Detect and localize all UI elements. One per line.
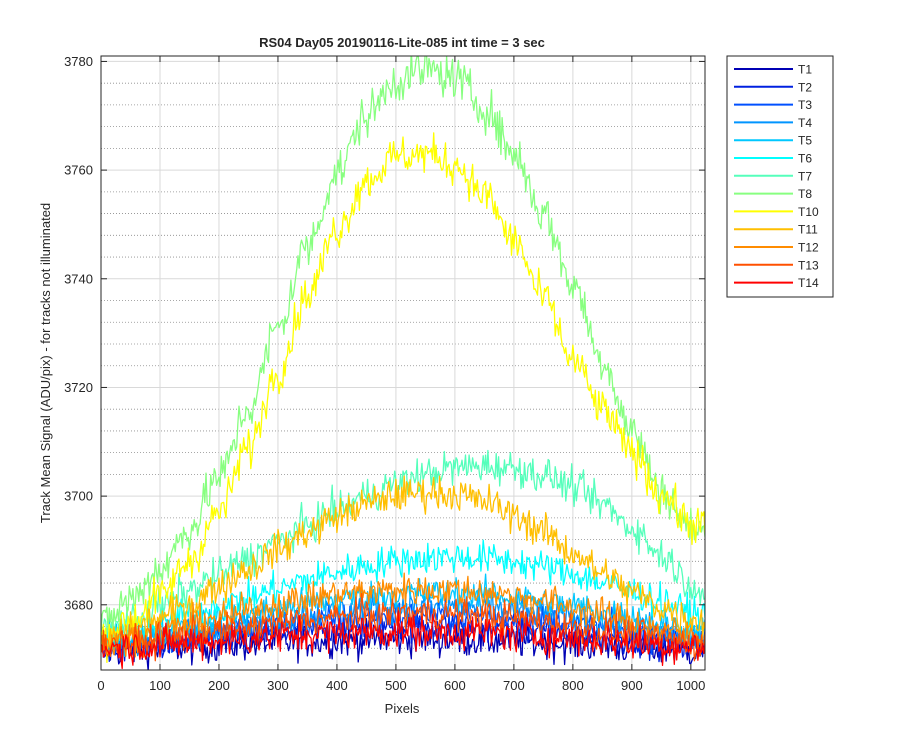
x-tick-label: 700 [503, 678, 525, 693]
series-line-t14 [101, 610, 705, 670]
y-axis-label: Track Mean Signal (ADU/pix) - for tracks… [38, 203, 53, 523]
legend-label-t11: T11 [798, 223, 818, 237]
legend-label-t12: T12 [798, 241, 819, 255]
series-line-t8 [101, 56, 705, 634]
legend-label-t14: T14 [798, 276, 819, 290]
legend-label-t8: T8 [798, 187, 812, 201]
y-tick-label: 3760 [64, 163, 93, 178]
plot-area [101, 56, 705, 670]
x-tick-label: 0 [97, 678, 104, 693]
x-tick-label: 400 [326, 678, 348, 693]
axes-frame [100, 55, 706, 671]
series-line-t11 [101, 475, 705, 651]
legend-label-t10: T10 [798, 205, 819, 219]
legend: T1 T2 T3 T4 T5 T6 T7 T8 T10 T11 T12 T13 T14 [726, 55, 834, 298]
legend-label-t7: T7 [798, 169, 812, 183]
x-tick-label: 500 [385, 678, 407, 693]
x-tick-label: 800 [562, 678, 584, 693]
legend-label-t5: T5 [798, 134, 812, 148]
data-series-layer [101, 56, 705, 670]
legend-label-t4: T4 [798, 116, 812, 130]
axis-ticks: 0 100 200 300 400 500 600 700 800 900 1000 3680 3700… [64, 54, 705, 693]
series-line-t10 [101, 132, 705, 664]
legend-label-t3: T3 [798, 98, 812, 112]
y-tick-label: 3700 [64, 489, 93, 504]
x-axis-label: Pixels [385, 701, 420, 716]
y-tick-label: 3740 [64, 271, 93, 286]
y-tick-label: 3780 [64, 54, 93, 69]
legend-label-t13: T13 [798, 258, 819, 272]
x-tick-label: 900 [621, 678, 643, 693]
legend-label-t2: T2 [798, 80, 812, 94]
x-tick-label: 100 [149, 678, 171, 693]
chart-title: RS04 Day05 20190116-Lite-085 int time = … [259, 35, 545, 50]
x-tick-label: 1000 [676, 678, 705, 693]
series-line-t6 [101, 539, 705, 652]
series-line-t7 [101, 449, 705, 653]
y-tick-label: 3720 [64, 380, 93, 395]
legend-label-t6: T6 [798, 152, 812, 166]
x-tick-label: 300 [267, 678, 289, 693]
series-line-t12 [101, 572, 705, 658]
y-tick-label: 3680 [64, 597, 93, 612]
x-tick-label: 600 [444, 678, 466, 693]
legend-items: T1 T2 T3 T4 T5 T6 T7 T8 T10 T11 T12 T13 T14 [734, 63, 819, 290]
legend-label-t1: T1 [798, 63, 812, 77]
x-tick-label: 200 [208, 678, 230, 693]
